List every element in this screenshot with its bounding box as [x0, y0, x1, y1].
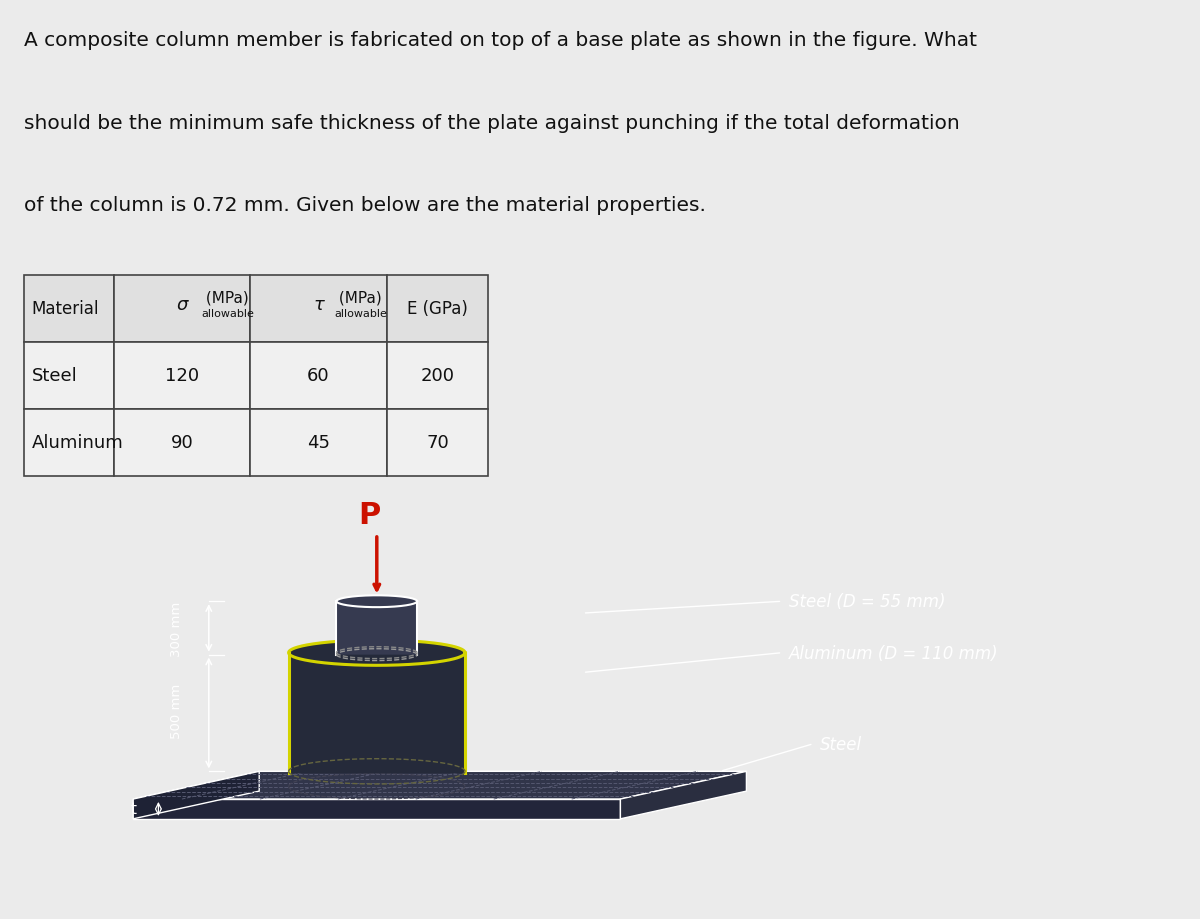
- Bar: [114, 410, 250, 476]
- Text: 70: 70: [426, 434, 449, 452]
- Text: P: P: [359, 501, 380, 529]
- Text: t: t: [130, 801, 137, 817]
- Text: should be the minimum safe thickness of the plate against punching if the total : should be the minimum safe thickness of …: [24, 114, 960, 132]
- Text: E (GPa): E (GPa): [407, 301, 468, 318]
- Polygon shape: [133, 800, 620, 819]
- Bar: [386, 343, 488, 410]
- Polygon shape: [336, 596, 418, 655]
- Text: Steel: Steel: [32, 367, 78, 385]
- Text: Aluminum (D = 110 mm): Aluminum (D = 110 mm): [788, 644, 998, 662]
- Bar: [250, 276, 386, 343]
- Text: A composite column member is fabricated on top of a base plate as shown in the f: A composite column member is fabricated …: [24, 31, 977, 51]
- Text: σ: σ: [176, 295, 187, 313]
- Polygon shape: [133, 771, 259, 819]
- Text: Steel (D = 55 mm): Steel (D = 55 mm): [788, 593, 946, 610]
- Bar: [386, 410, 488, 476]
- Bar: [114, 343, 250, 410]
- Text: (MPa): (MPa): [334, 289, 382, 305]
- Text: allowable: allowable: [202, 309, 254, 319]
- Text: τ: τ: [313, 295, 324, 313]
- Bar: [24, 276, 114, 343]
- Text: allowable: allowable: [334, 309, 386, 319]
- Bar: [114, 276, 250, 343]
- Polygon shape: [133, 771, 746, 800]
- Text: 90: 90: [170, 434, 193, 452]
- Polygon shape: [620, 771, 746, 819]
- Polygon shape: [289, 641, 466, 774]
- Text: of the column is 0.72 mm. Given below are the material properties.: of the column is 0.72 mm. Given below ar…: [24, 196, 706, 215]
- Text: 300 mm: 300 mm: [170, 601, 184, 656]
- Text: Material: Material: [32, 301, 100, 318]
- Bar: [24, 410, 114, 476]
- Text: 200: 200: [420, 367, 455, 385]
- Text: (MPa): (MPa): [202, 289, 250, 305]
- Text: 500 mm: 500 mm: [170, 683, 184, 738]
- Text: 120: 120: [164, 367, 199, 385]
- Text: Aluminum: Aluminum: [32, 434, 124, 452]
- Text: Steel: Steel: [820, 735, 862, 753]
- Bar: [250, 343, 386, 410]
- Bar: [386, 276, 488, 343]
- Bar: [250, 410, 386, 476]
- Text: 60: 60: [307, 367, 330, 385]
- Bar: [24, 343, 114, 410]
- Text: 45: 45: [307, 434, 330, 452]
